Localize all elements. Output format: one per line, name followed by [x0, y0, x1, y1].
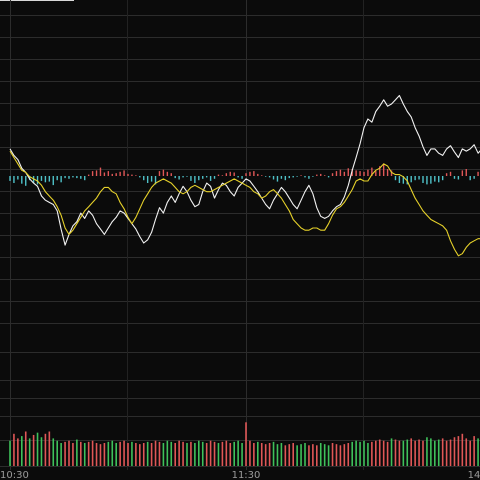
grid — [0, 0, 480, 470]
x-tick-label: 10:30 — [0, 470, 29, 480]
x-tick-label: 14:00 — [468, 470, 480, 480]
price-lines — [9, 94, 480, 257]
x-axis: 10:30 11:30 14:00 — [0, 470, 480, 480]
volume-bars — [9, 422, 479, 466]
series-line-0 — [9, 94, 480, 246]
x-tick-label: 11:30 — [232, 470, 261, 480]
series-line-1 — [9, 150, 480, 257]
flow-bars — [9, 163, 479, 186]
